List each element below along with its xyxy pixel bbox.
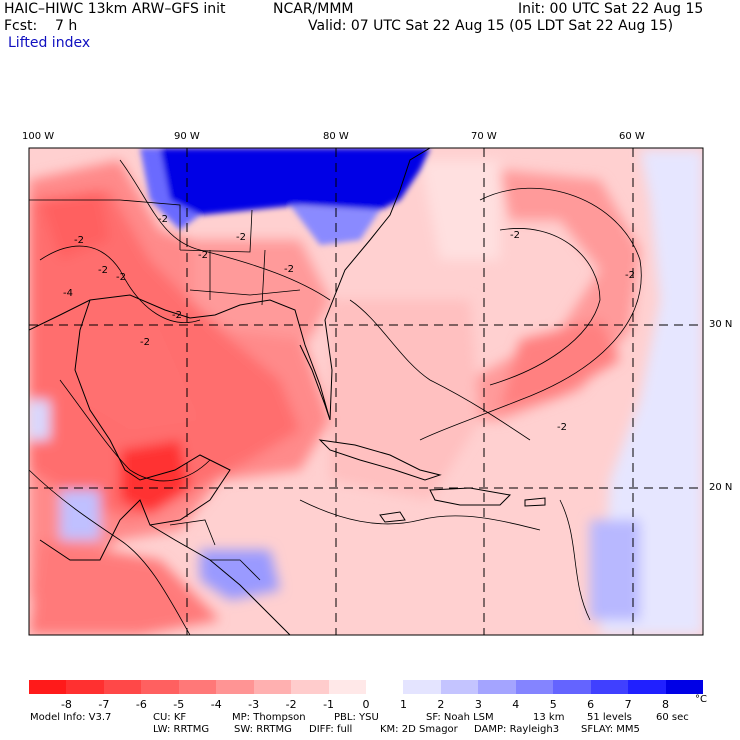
- contour-label: -2: [236, 232, 246, 243]
- colorbar-swatch: [328, 680, 367, 694]
- lon-label-100w: 100 W: [22, 131, 55, 142]
- footer-model-info: Model Info: V3.7: [30, 712, 112, 723]
- colorbar-tick-label: 3: [474, 698, 482, 711]
- colorbar-tick-label: 8: [662, 698, 670, 711]
- colorbar-tick-label: -5: [173, 698, 185, 711]
- gulf-coastline: [29, 294, 331, 421]
- colorbar-swatch: [590, 680, 629, 694]
- footer-resolution: 13 km: [533, 712, 565, 723]
- organization: NCAR/MMM: [273, 1, 354, 17]
- colorbar-swatch: [628, 680, 667, 694]
- colorbar-swatch: [253, 680, 292, 694]
- lat-label-20n: 20 N: [709, 482, 733, 493]
- contour-label: -2: [625, 270, 635, 281]
- init-time: Init: 00 UTC Sat 22 Aug 15: [518, 1, 704, 17]
- colorbar-tick-label: -7: [98, 698, 110, 711]
- contour-label: -2: [116, 272, 126, 283]
- lon-label-80w: 80 W: [323, 131, 349, 142]
- colorbar-swatch: [553, 680, 592, 694]
- colorbar-tick-label: 6: [587, 698, 595, 711]
- colorbar-swatch: [515, 680, 554, 694]
- footer-diff: DIFF: full: [309, 724, 353, 735]
- colorbar-tick-label: 5: [549, 698, 557, 711]
- colorbar-swatch: [403, 680, 442, 694]
- contour-label: -2: [74, 235, 84, 246]
- puerto-rico-outline: [524, 497, 546, 507]
- colorbar-swatch: [103, 680, 142, 694]
- colorbar-tick-label: 7: [624, 698, 632, 711]
- contour-label: -2: [510, 230, 520, 241]
- field-name: Lifted index: [8, 35, 91, 51]
- contour-label: -2: [284, 264, 294, 275]
- lat-label-30n: 30 N: [709, 319, 733, 330]
- atlantic-coastline: [324, 148, 431, 421]
- lon-label-90w: 90 W: [174, 131, 200, 142]
- colorbar-swatch: [478, 680, 517, 694]
- central-america-coastline: [149, 524, 291, 635]
- colorbar-swatch: [216, 680, 255, 694]
- central-america-borders: [169, 519, 261, 581]
- colorbar-tick-label: -8: [60, 698, 72, 711]
- footer-cu: CU: KF: [153, 712, 187, 723]
- state-borders: [29, 199, 301, 306]
- contour-label: -2: [557, 422, 567, 433]
- contour-label: -4: [63, 288, 73, 299]
- colorbar-tick-label: -6: [135, 698, 147, 711]
- footer-damp: DAMP: Rayleigh3: [474, 724, 560, 735]
- colorbar-swatch: [141, 680, 180, 694]
- colorbar-tick-label: 2: [437, 698, 445, 711]
- colorbar-swatch: [366, 680, 404, 694]
- colorbar-swatch: [29, 680, 67, 694]
- colorbar-unit: °C: [695, 694, 707, 705]
- footer-pbl: PBL: YSU: [334, 712, 379, 723]
- colorbar-tick-label: 1: [399, 698, 407, 711]
- colorbar-tick-label: -3: [248, 698, 260, 711]
- footer-sw: SW: RRTMG: [234, 724, 292, 735]
- contour-label: -2: [158, 214, 168, 225]
- colorbar-tick-label: -2: [285, 698, 297, 711]
- colorbar-swatch: [66, 680, 105, 694]
- colorbar-tick-label: -4: [210, 698, 222, 711]
- forecast-hour: Fcst: 7 h: [4, 18, 78, 34]
- footer-sf: SF: Noah LSM: [426, 712, 494, 723]
- lon-label-60w: 60 W: [619, 131, 645, 142]
- valid-time: Valid: 07 UTC Sat 22 Aug 15 (05 LDT Sat …: [308, 18, 674, 34]
- model-title: HAIC–HIWC 13km ARW–GFS init: [4, 1, 226, 17]
- colorbar-tick-label: -1: [323, 698, 335, 711]
- jamaica-outline: [379, 511, 406, 523]
- mexico-coastline: [39, 299, 231, 561]
- footer-levels: 51 levels: [587, 712, 632, 723]
- contour-label: -2: [98, 265, 108, 276]
- footer-sflay: SFLAY: MM5: [581, 724, 640, 735]
- cuba-outline: [318, 439, 442, 481]
- map-border: [28, 147, 704, 636]
- colorbar-swatch: [178, 680, 217, 694]
- colorbar-tick-label: 4: [512, 698, 520, 711]
- contour-label: -2: [198, 250, 208, 261]
- footer-km: KM: 2D Smagor: [380, 724, 458, 735]
- colorbar-swatch: [665, 680, 704, 694]
- lon-label-70w: 70 W: [471, 131, 497, 142]
- footer-timestep: 60 sec: [656, 712, 689, 723]
- footer-lw: LW: RRTMG: [153, 724, 210, 735]
- contour-label: -2: [140, 337, 150, 348]
- colorbar-tick-label: 0: [362, 698, 370, 711]
- colorbar-swatch: [440, 680, 479, 694]
- contour-label: -2: [172, 310, 182, 321]
- colorbar-swatch: [291, 680, 330, 694]
- footer-mp: MP: Thompson: [232, 712, 306, 723]
